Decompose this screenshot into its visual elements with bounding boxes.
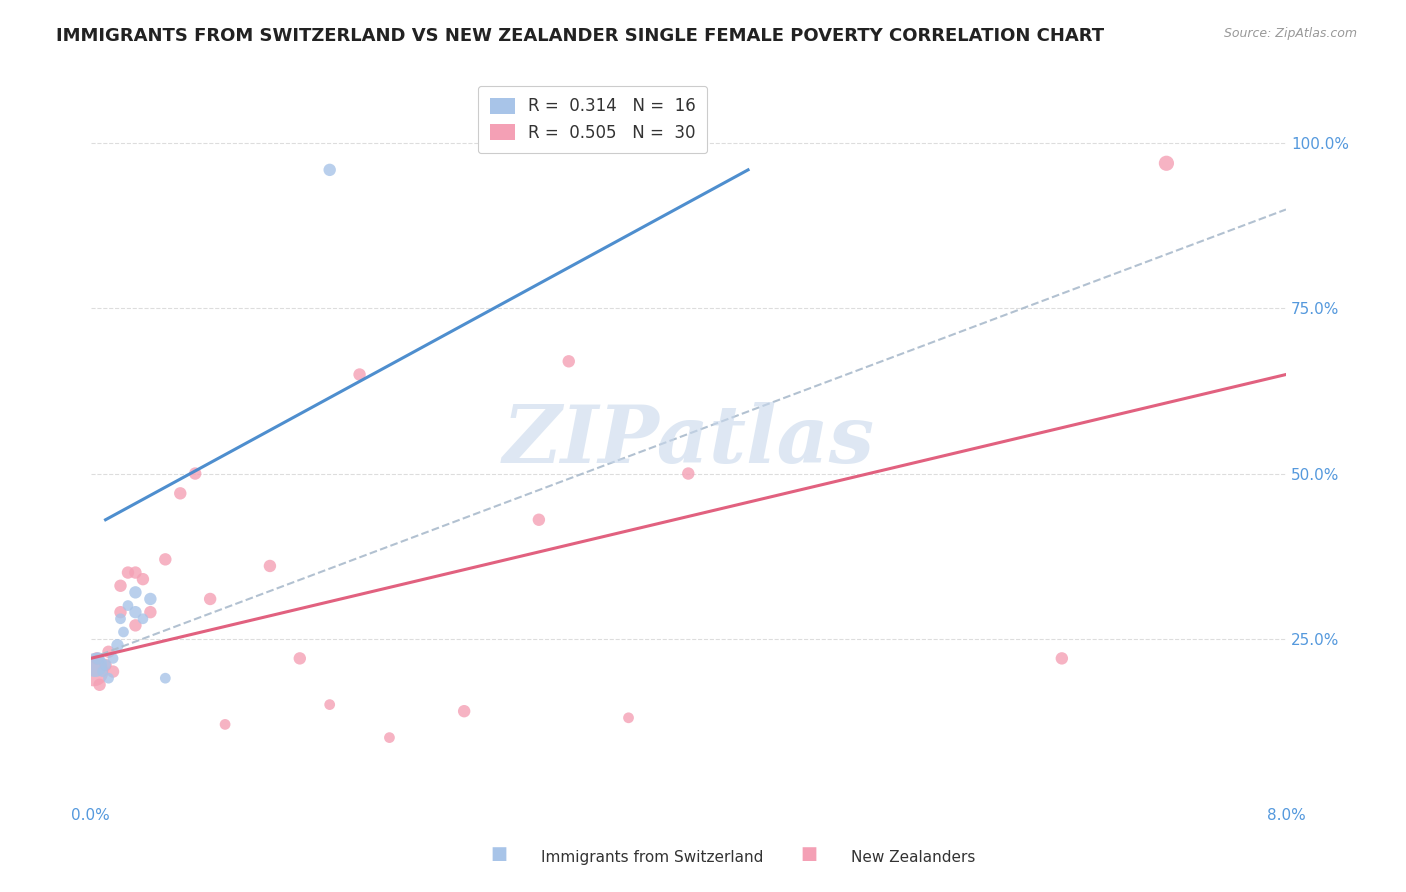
Point xyxy=(139,605,162,619)
Text: IMMIGRANTS FROM SWITZERLAND VS NEW ZEALANDER SINGLE FEMALE POVERTY CORRELATION C: IMMIGRANTS FROM SWITZERLAND VS NEW ZEALA… xyxy=(56,27,1104,45)
Point xyxy=(86,651,108,665)
Point xyxy=(132,572,155,586)
Point xyxy=(112,624,135,639)
Point xyxy=(155,671,177,685)
Point xyxy=(97,671,120,685)
Point xyxy=(318,698,340,712)
Point xyxy=(259,558,281,573)
Point xyxy=(101,651,124,665)
Point xyxy=(83,665,105,679)
Text: ■: ■ xyxy=(800,846,817,863)
Point xyxy=(169,486,191,500)
Point xyxy=(117,599,139,613)
Text: Immigrants from Switzerland: Immigrants from Switzerland xyxy=(541,850,763,865)
Point xyxy=(378,731,401,745)
Point xyxy=(1156,156,1178,170)
Point xyxy=(97,645,120,659)
Point xyxy=(318,162,340,177)
Point xyxy=(94,657,117,672)
Point xyxy=(91,665,114,679)
Text: ■: ■ xyxy=(491,846,508,863)
Point xyxy=(132,612,155,626)
Point xyxy=(87,651,110,665)
Point xyxy=(124,605,146,619)
Text: Source: ZipAtlas.com: Source: ZipAtlas.com xyxy=(1223,27,1357,40)
Point xyxy=(527,513,550,527)
Point xyxy=(184,467,207,481)
Point xyxy=(678,467,700,481)
Point xyxy=(101,665,124,679)
Point xyxy=(94,657,117,672)
Point xyxy=(110,605,132,619)
Point xyxy=(1050,651,1073,665)
Point xyxy=(124,585,146,599)
Point xyxy=(124,618,146,632)
Point xyxy=(107,638,129,652)
Point xyxy=(84,657,107,672)
Point xyxy=(139,591,162,606)
Point xyxy=(117,566,139,580)
Point xyxy=(288,651,311,665)
Point xyxy=(453,704,475,718)
Point xyxy=(617,711,640,725)
Point xyxy=(110,612,132,626)
Point xyxy=(214,717,236,731)
Point xyxy=(89,678,111,692)
Point xyxy=(110,579,132,593)
Point xyxy=(124,566,146,580)
Point xyxy=(558,354,581,368)
Legend: R =  0.314   N =  16, R =  0.505   N =  30: R = 0.314 N = 16, R = 0.505 N = 30 xyxy=(478,86,707,153)
Point xyxy=(349,368,371,382)
Text: New Zealanders: New Zealanders xyxy=(851,850,974,865)
Point xyxy=(198,591,221,606)
Text: ZIPatlas: ZIPatlas xyxy=(502,401,875,479)
Point xyxy=(155,552,177,566)
